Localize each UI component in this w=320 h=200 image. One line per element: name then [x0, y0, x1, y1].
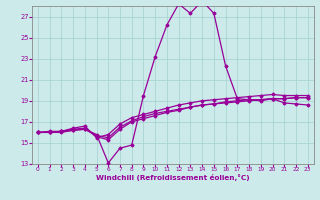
X-axis label: Windchill (Refroidissement éolien,°C): Windchill (Refroidissement éolien,°C) — [96, 174, 250, 181]
